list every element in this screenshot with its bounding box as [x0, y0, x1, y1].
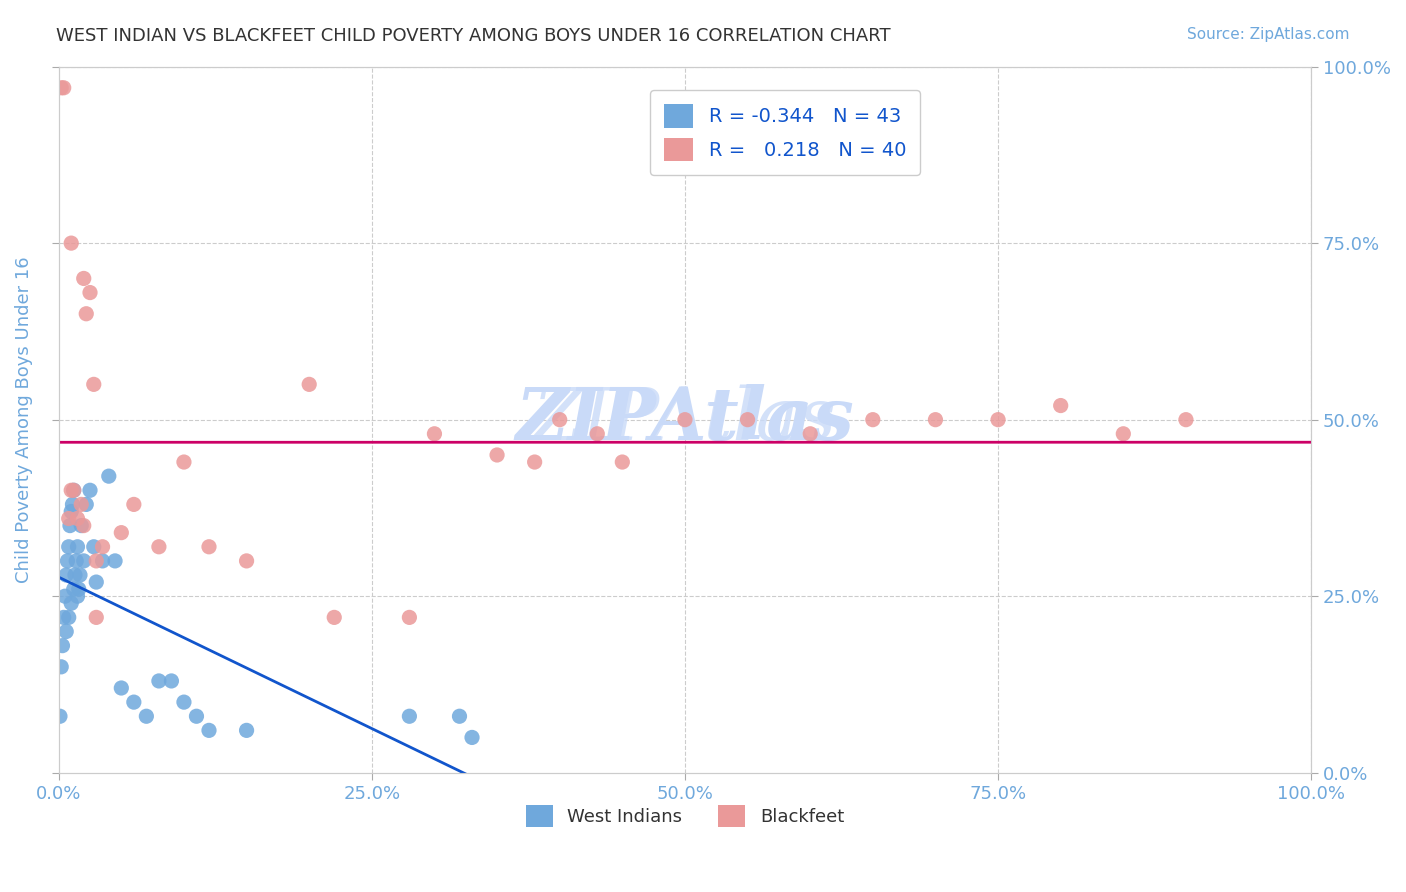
Point	[122, 695, 145, 709]
Point	[65, 554, 87, 568]
Point	[122, 497, 145, 511]
Point	[83, 377, 105, 392]
Point	[53, 589, 76, 603]
Point	[79, 483, 101, 498]
Point	[298, 377, 321, 392]
Point	[83, 540, 105, 554]
Point	[60, 504, 83, 518]
Point	[52, 80, 75, 95]
Point	[110, 681, 132, 695]
Text: Source: ZipAtlas.com: Source: ZipAtlas.com	[1187, 27, 1350, 42]
Point	[198, 540, 221, 554]
Legend: West Indians, Blackfeet: West Indians, Blackfeet	[519, 797, 852, 834]
Point	[486, 448, 509, 462]
Point	[62, 483, 84, 498]
Point	[58, 511, 80, 525]
Point	[97, 469, 120, 483]
Point	[67, 582, 90, 596]
Point	[66, 589, 89, 603]
Point	[235, 723, 257, 738]
Point	[75, 307, 97, 321]
Point	[66, 540, 89, 554]
Point	[104, 554, 127, 568]
Point	[235, 554, 257, 568]
Point	[79, 285, 101, 300]
Point	[70, 518, 93, 533]
Point	[58, 610, 80, 624]
Point	[55, 568, 77, 582]
Point	[51, 660, 73, 674]
Point	[1049, 399, 1071, 413]
Point	[59, 518, 82, 533]
Point	[51, 639, 73, 653]
Point	[49, 709, 72, 723]
Point	[84, 554, 107, 568]
Point	[84, 610, 107, 624]
Point	[173, 695, 195, 709]
Point	[1174, 412, 1197, 426]
Point	[461, 731, 484, 745]
Point	[423, 426, 446, 441]
Point	[523, 455, 546, 469]
Point	[198, 723, 221, 738]
Point	[60, 236, 83, 251]
Point	[799, 426, 821, 441]
Point	[73, 554, 96, 568]
Point	[62, 497, 84, 511]
Point	[398, 709, 420, 723]
Point	[148, 540, 170, 554]
Point	[398, 610, 420, 624]
Point	[69, 568, 91, 582]
Point	[56, 554, 79, 568]
Text: WEST INDIAN VS BLACKFEET CHILD POVERTY AMONG BOYS UNDER 16 CORRELATION CHART: WEST INDIAN VS BLACKFEET CHILD POVERTY A…	[56, 27, 891, 45]
Point	[586, 426, 609, 441]
Point	[862, 412, 884, 426]
Text: ZIPAtlas: ZIPAtlas	[533, 384, 837, 455]
Point	[66, 511, 89, 525]
Y-axis label: Child Poverty Among Boys Under 16: Child Poverty Among Boys Under 16	[15, 256, 32, 583]
Point	[673, 412, 696, 426]
Point	[1112, 426, 1135, 441]
Point	[924, 412, 946, 426]
Point	[110, 525, 132, 540]
Point	[135, 709, 157, 723]
Point	[73, 271, 96, 285]
Point	[58, 540, 80, 554]
Point	[70, 497, 93, 511]
Point	[612, 455, 634, 469]
Point	[91, 540, 114, 554]
Point	[62, 582, 84, 596]
Point	[186, 709, 208, 723]
Point	[75, 497, 97, 511]
Point	[63, 568, 86, 582]
Text: ZIPAtlas: ZIPAtlas	[516, 384, 855, 455]
Point	[173, 455, 195, 469]
Point	[60, 483, 83, 498]
Point	[60, 596, 83, 610]
Point	[51, 80, 73, 95]
Point	[91, 554, 114, 568]
Point	[55, 624, 77, 639]
Point	[737, 412, 759, 426]
Point	[160, 673, 183, 688]
Point	[62, 483, 84, 498]
Point	[148, 673, 170, 688]
Point	[73, 518, 96, 533]
Point	[987, 412, 1010, 426]
Point	[449, 709, 471, 723]
Point	[52, 610, 75, 624]
Point	[548, 412, 571, 426]
Point	[323, 610, 346, 624]
Point	[84, 575, 107, 590]
